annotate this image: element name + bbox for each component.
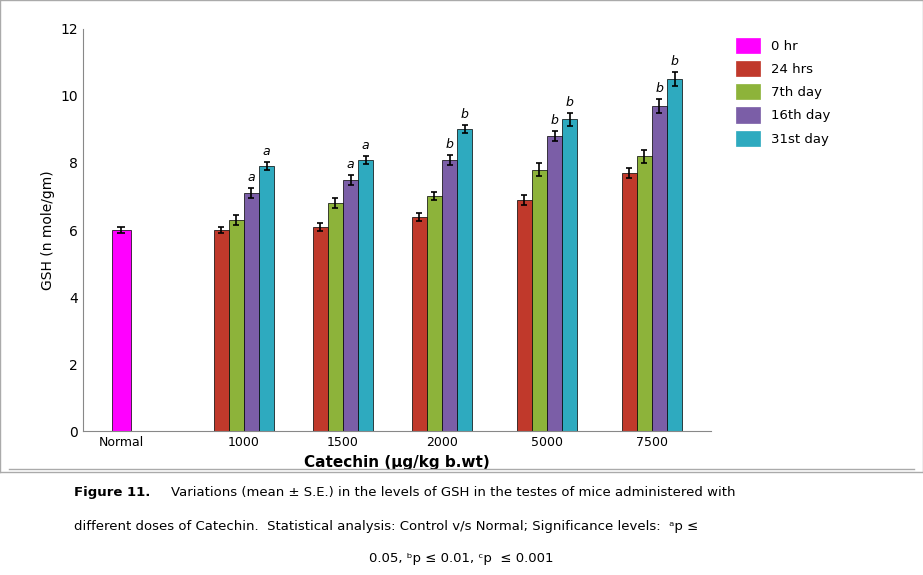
Bar (112, 230, 131, 431)
Text: a: a (347, 158, 354, 171)
Bar (562, 120, 577, 431)
Bar (442, 160, 457, 431)
Bar (426, 197, 442, 431)
Bar (244, 193, 259, 431)
Bar (667, 79, 682, 431)
Text: b: b (551, 114, 558, 127)
Bar (621, 173, 637, 431)
Text: b: b (566, 95, 573, 109)
Bar (358, 160, 373, 431)
Text: a: a (247, 171, 256, 184)
Legend: 0 hr, 24 hrs, 7th day, 16th day, 31st day: 0 hr, 24 hrs, 7th day, 16th day, 31st da… (730, 31, 837, 152)
Text: a: a (263, 145, 270, 158)
Bar (328, 203, 343, 431)
Bar (259, 166, 274, 431)
Bar (412, 217, 426, 431)
Text: 0.05, ᵇp ≤ 0.01, ᶜp  ≤ 0.001: 0.05, ᵇp ≤ 0.01, ᶜp ≤ 0.001 (369, 552, 554, 565)
Text: b: b (671, 55, 678, 68)
Text: Figure 11.: Figure 11. (74, 486, 150, 499)
Y-axis label: GSH (n mole/gm): GSH (n mole/gm) (41, 170, 55, 290)
Bar (343, 179, 358, 431)
Bar (213, 230, 229, 431)
Bar (652, 106, 667, 431)
Bar (532, 170, 547, 431)
Text: a: a (362, 139, 369, 152)
Text: different doses of Catechin.  Statistical analysis: Control v/s Normal; Signific: different doses of Catechin. Statistical… (74, 520, 698, 534)
Bar (457, 129, 473, 431)
Bar (313, 227, 328, 431)
Text: b: b (461, 108, 469, 121)
Bar (229, 220, 244, 431)
Bar (637, 156, 652, 431)
Text: b: b (446, 137, 453, 151)
X-axis label: Catechin (µg/kg b.wt): Catechin (µg/kg b.wt) (304, 455, 490, 470)
Text: b: b (655, 82, 664, 95)
Bar (517, 200, 532, 431)
Text: Variations (mean ± S.E.) in the levels of GSH in the testes of mice administered: Variations (mean ± S.E.) in the levels o… (171, 486, 736, 499)
Bar (547, 136, 562, 431)
